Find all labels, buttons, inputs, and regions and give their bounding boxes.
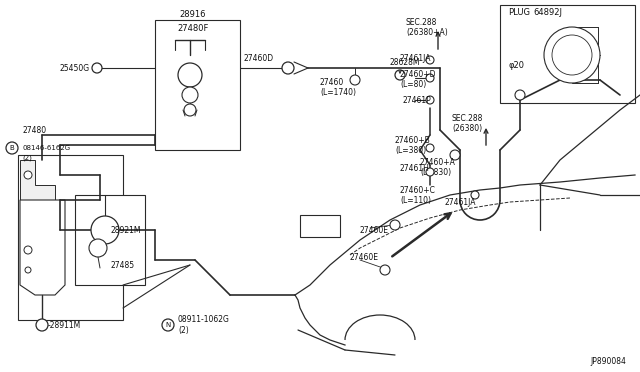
Circle shape: [471, 191, 479, 199]
Text: -28911M: -28911M: [48, 321, 81, 330]
Circle shape: [91, 216, 119, 244]
Text: φ20: φ20: [509, 61, 525, 70]
Text: 27460+C: 27460+C: [400, 186, 436, 195]
Text: 25450G: 25450G: [60, 64, 90, 73]
Text: 27485: 27485: [110, 260, 134, 269]
Circle shape: [426, 168, 434, 176]
Bar: [75, 195, 145, 285]
Text: 08146-6162G: 08146-6162G: [22, 145, 70, 151]
Text: JP890084: JP890084: [590, 357, 626, 366]
Circle shape: [24, 246, 32, 254]
Circle shape: [178, 63, 202, 87]
Text: (L=830): (L=830): [420, 167, 451, 176]
Text: 27461JA: 27461JA: [445, 198, 477, 206]
Text: 27460+D: 27460+D: [400, 70, 436, 78]
Text: SEC.288: SEC.288: [452, 113, 483, 122]
Circle shape: [182, 87, 198, 103]
Circle shape: [25, 267, 31, 273]
Bar: [300, 215, 340, 237]
Bar: [500, 5, 635, 103]
Circle shape: [544, 27, 600, 83]
Bar: [155, 20, 240, 150]
Circle shape: [515, 90, 525, 100]
Circle shape: [162, 319, 174, 331]
Text: PLUG: PLUG: [508, 7, 530, 16]
Text: 27460D: 27460D: [244, 54, 274, 62]
Circle shape: [390, 220, 400, 230]
Circle shape: [380, 265, 390, 275]
Text: (L=1740): (L=1740): [320, 87, 356, 96]
Circle shape: [426, 56, 434, 64]
Polygon shape: [20, 200, 65, 295]
Text: 27461JA: 27461JA: [400, 54, 431, 62]
Circle shape: [426, 74, 434, 82]
Circle shape: [24, 171, 32, 179]
Text: (2): (2): [22, 155, 32, 161]
Text: (26380): (26380): [452, 124, 482, 132]
Text: 28921M: 28921M: [110, 225, 141, 234]
Text: 27460+B: 27460+B: [395, 135, 431, 144]
Text: (L=110): (L=110): [400, 196, 431, 205]
Circle shape: [184, 104, 196, 116]
Circle shape: [395, 70, 405, 80]
Text: (26380+A): (26380+A): [406, 28, 448, 36]
Text: 28628M: 28628M: [390, 58, 420, 67]
Circle shape: [282, 62, 294, 74]
Text: 27480F: 27480F: [177, 23, 209, 32]
Circle shape: [92, 63, 102, 73]
Circle shape: [450, 150, 460, 160]
Text: 28916: 28916: [180, 10, 206, 19]
Circle shape: [36, 319, 48, 331]
Circle shape: [89, 239, 107, 257]
Text: 27461H: 27461H: [400, 164, 430, 173]
Circle shape: [552, 35, 592, 75]
Circle shape: [6, 142, 18, 154]
Circle shape: [426, 96, 434, 104]
Circle shape: [350, 75, 360, 85]
Circle shape: [426, 144, 434, 152]
Text: SEC.288: SEC.288: [406, 17, 437, 26]
Text: (2): (2): [178, 326, 189, 334]
Text: 27460E: 27460E: [360, 225, 389, 234]
Text: N: N: [165, 322, 171, 328]
Text: 27480: 27480: [22, 125, 46, 135]
Text: B: B: [10, 145, 14, 151]
Bar: [18, 155, 123, 320]
Text: (L=80): (L=80): [400, 80, 426, 89]
Text: 64892J: 64892J: [533, 7, 562, 16]
Text: 27460: 27460: [320, 77, 344, 87]
Text: 27460E: 27460E: [350, 253, 379, 263]
Text: (L=380): (L=380): [395, 145, 426, 154]
Text: 27461P: 27461P: [403, 96, 432, 105]
Text: 27460+A: 27460+A: [420, 157, 456, 167]
Text: 08911-1062G: 08911-1062G: [178, 315, 230, 324]
Polygon shape: [20, 160, 55, 200]
